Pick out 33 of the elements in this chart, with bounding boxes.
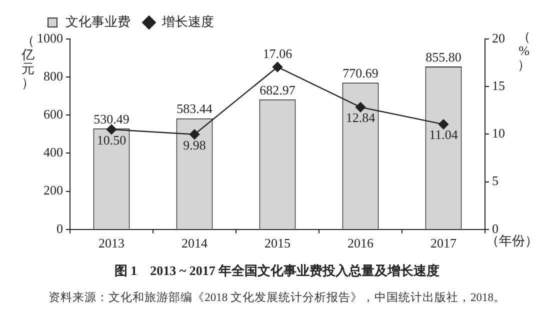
x-tick-label: 2016 <box>348 236 374 251</box>
data-label: 10.50 <box>96 132 126 148</box>
y2-tick-label: 20 <box>492 30 505 46</box>
data-label: 530.49 <box>94 111 130 126</box>
x-tick-label: 2015 <box>264 236 290 251</box>
text: 图 1 2013 ~ 2017 年全国文化事业费投入总量及增长速度 <box>113 262 441 280</box>
y2-tick-label: 5 <box>492 173 498 188</box>
y2-tick-label: 15 <box>492 78 505 94</box>
text: 资料来源：文化和旅游部编《2018 文化发展统计分析报告》，中国统计出版社，2018。 <box>48 290 506 305</box>
x-tick-label: 2013 <box>98 236 124 251</box>
y2-tick-label: 10 <box>492 126 505 141</box>
data-label: 11.04 <box>429 127 458 142</box>
x-tick-label: 2017 <box>430 236 457 251</box>
y-tick-label: 400 <box>44 144 63 160</box>
data-label: 583.44 <box>176 101 213 116</box>
data-label: 770.69 <box>342 66 378 81</box>
y-axis-title: （亿元） <box>20 33 36 90</box>
y2-tick-label: 0 <box>492 220 498 236</box>
y-tick-label: 200 <box>44 182 63 198</box>
data-label: 855.80 <box>426 49 462 64</box>
data-label: 9.98 <box>183 137 206 152</box>
data-label: 12.84 <box>346 110 376 126</box>
x-tick-label: 2014 <box>182 236 208 251</box>
y-tick-label: 1000 <box>37 30 63 46</box>
data-label: 682.97 <box>260 82 296 98</box>
y-tick-label: 600 <box>44 106 63 122</box>
x-axis-title: （年份） <box>486 233 538 250</box>
y-tick-label: 0 <box>56 220 63 236</box>
legend-label: 文化事业费 <box>66 14 130 29</box>
data-label: 17.06 <box>262 46 293 61</box>
y-tick-label: 800 <box>44 68 63 84</box>
y2-axis-title: （%） <box>516 29 532 72</box>
legend-label: 增长速度 <box>161 14 214 29</box>
